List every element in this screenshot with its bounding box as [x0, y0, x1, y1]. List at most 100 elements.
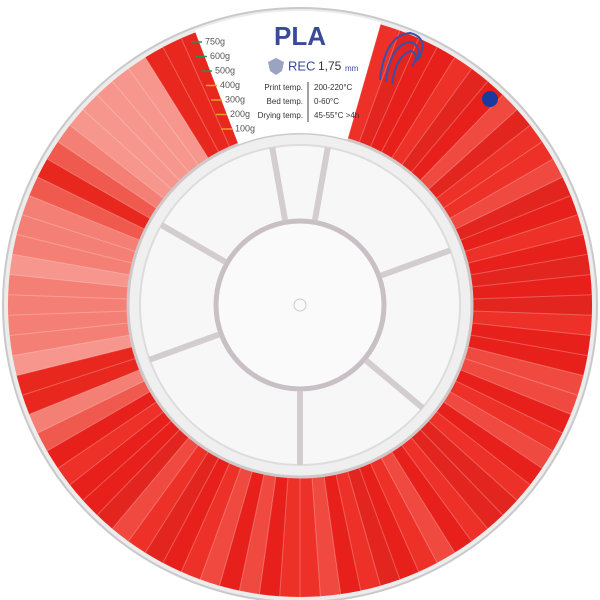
filament-seam [279, 476, 289, 597]
filament-wedge [46, 390, 158, 469]
filament-wedge [334, 470, 381, 591]
filament-seam [180, 461, 231, 572]
filament-seam [390, 57, 456, 160]
spoke [311, 146, 331, 221]
filament-seam [410, 436, 489, 530]
spec-value: 200-220°C [314, 83, 353, 92]
filament [8, 24, 593, 597]
filament-seam [380, 46, 438, 154]
diameter: 1,75 [318, 59, 342, 73]
filament-seam [459, 368, 571, 415]
filament-wedge [323, 473, 361, 595]
filament-seam [16, 346, 134, 377]
filament-seam [400, 68, 473, 167]
filament-wedge [448, 159, 564, 231]
filament-wedge [463, 214, 584, 265]
filament-wedge [47, 140, 158, 219]
filament-wedge [68, 410, 173, 501]
filament-wedge [145, 46, 221, 160]
filament-seam [69, 124, 165, 200]
filament-seam [8, 310, 129, 316]
filament-wedge [29, 175, 146, 241]
filament-wedge [12, 232, 134, 276]
filament-seam [162, 46, 220, 154]
filament-wedge [21, 357, 141, 415]
filament-wedge [81, 419, 181, 516]
spool-hub [126, 131, 474, 479]
filament-seam [57, 400, 158, 469]
filament-seam [46, 158, 152, 220]
filament-seam [358, 466, 401, 580]
filament-seam [29, 195, 141, 242]
filament-wedge [448, 380, 563, 453]
scale-label: 750g [205, 36, 225, 46]
filament-wedge [111, 436, 199, 542]
filament-wedge [470, 311, 592, 338]
filament-wedge [9, 322, 131, 356]
filament-wedge [311, 475, 341, 597]
filament-wedge [469, 254, 591, 288]
filament-seam [419, 94, 504, 182]
filament-wedge [454, 369, 571, 435]
filament-seam [471, 294, 592, 300]
filament-wedge [36, 379, 152, 451]
filament-seam [22, 214, 137, 253]
filament-seam [16, 233, 134, 264]
filament-seam [448, 390, 554, 452]
scale-label: 200g [230, 109, 250, 119]
filament-seam [466, 346, 584, 377]
blue-dot [482, 91, 498, 107]
filament-wedge [471, 294, 593, 317]
filament-seam [410, 80, 489, 174]
filament-wedge [8, 272, 130, 299]
scale-label: 300g [225, 94, 245, 104]
filament-wedge [128, 56, 210, 166]
filament-wedge [427, 410, 531, 502]
filament-wedge [442, 391, 553, 470]
filament-wedge [28, 368, 146, 434]
filament-seam [471, 322, 591, 337]
spec-name: Print temp. [264, 83, 303, 92]
filament-wedge [435, 125, 543, 210]
filament-wedge [57, 124, 166, 209]
filament-wedge [434, 401, 543, 486]
filament-wedge [298, 476, 321, 597]
spoke [148, 331, 221, 363]
title: PLA [274, 21, 326, 51]
filament-wedge [390, 444, 472, 554]
filament-wedge [471, 274, 592, 300]
filament-seam [111, 80, 190, 174]
filament-seam [96, 94, 181, 182]
filament-wedge [463, 346, 584, 397]
specs: Print temp. 200-220°C Bed temp. 0-60°C Dryin… [258, 83, 360, 120]
brand-icon [268, 58, 284, 75]
filament-wedge [459, 195, 579, 253]
filament-seam [144, 57, 210, 160]
filament-seam [12, 334, 131, 357]
filament-wedge [380, 47, 457, 160]
filament-seam [311, 476, 321, 597]
filament-wedge [97, 80, 191, 182]
filament-seam [471, 273, 591, 288]
filament-seam [127, 68, 200, 167]
filament-wedge [442, 141, 554, 220]
spec-name: Drying temp. [258, 111, 303, 120]
filament-seam [454, 176, 563, 231]
filament-seam [454, 379, 563, 434]
filament-seam [435, 410, 531, 486]
filament-seam [323, 475, 342, 595]
filament-wedge [459, 358, 578, 416]
filament-seam [8, 294, 129, 300]
filament-seam [469, 334, 588, 357]
filament-wedge [37, 157, 152, 230]
filament-wedge [83, 93, 182, 190]
filament-wedge [96, 428, 190, 529]
filament-wedge [16, 345, 137, 396]
diameter-unit: mm [345, 64, 359, 73]
filament-seam [82, 419, 173, 501]
scale-label: 100g [235, 123, 255, 133]
filament-seam [427, 109, 518, 191]
scale-label: 500g [215, 65, 235, 75]
spec-name: Bed temp. [267, 97, 303, 106]
